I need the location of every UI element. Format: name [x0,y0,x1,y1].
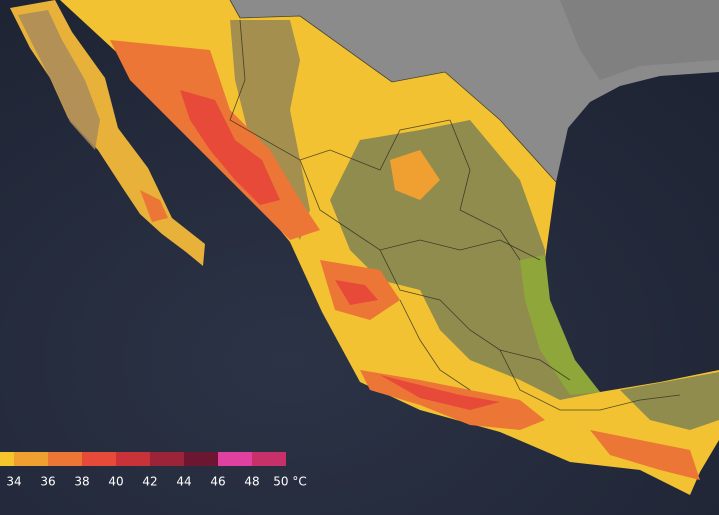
state-border [399,299,471,391]
legend-label: 36 [40,475,55,489]
legend-label: 46 [210,475,225,489]
state-border [299,159,541,261]
hot-zone-coahuila [390,150,440,200]
baja-hot [140,190,168,222]
legend-label: 50 °C [273,475,306,489]
legend-label: 48 [244,475,259,489]
legend-swatch [82,452,116,466]
legend-swatch [0,452,14,466]
state-border [229,19,451,171]
gulf-plain [520,255,600,395]
legend-label: 44 [176,475,191,489]
gulf-coast [560,0,719,80]
hot-zone-guerrero-red [380,375,500,410]
state-border [449,119,521,261]
hot-zone-chiapas [590,430,700,480]
legend-label: 34 [6,475,21,489]
legend-swatch [184,452,218,466]
country-border [229,0,557,183]
state-border [499,349,681,411]
legend-swatch [116,452,150,466]
legend-swatch [218,452,252,466]
legend-swatch [252,452,286,466]
legend-swatch [150,452,184,466]
state-border [379,249,571,381]
legend-label: 38 [74,475,89,489]
hot-zone-sinaloa [180,90,280,205]
baja-desert [18,10,100,150]
legend-swatch [48,452,82,466]
yucatan-east [620,372,719,430]
hot-zone-michoacan [335,280,378,305]
legend-label: 42 [142,475,157,489]
legend-label: 40 [108,475,123,489]
legend-swatch [14,452,48,466]
